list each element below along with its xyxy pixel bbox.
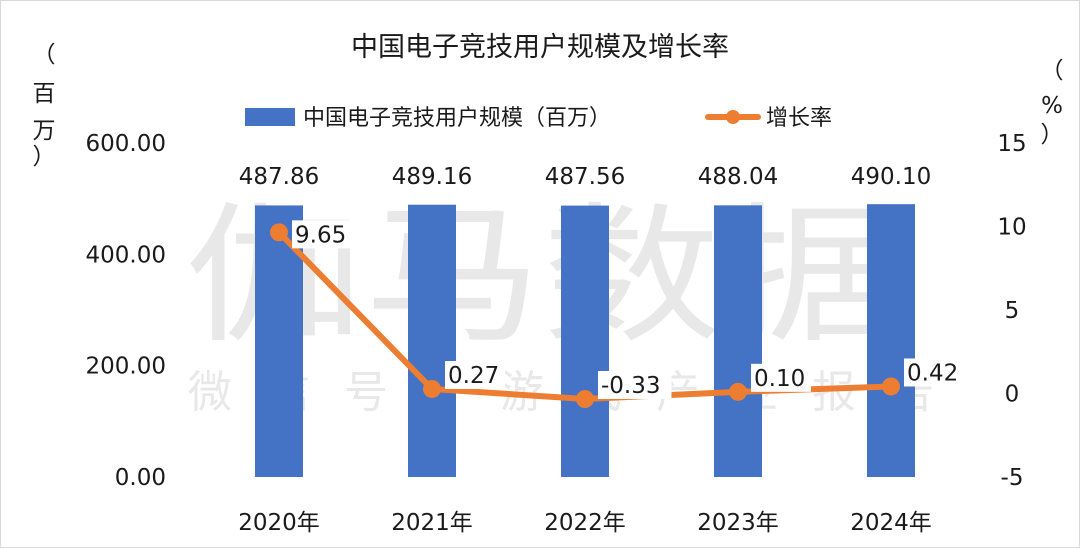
bar-value-label: 490.10 xyxy=(851,164,931,190)
legend-swatch-marker xyxy=(726,110,740,124)
growth-value-label: -0.33 xyxy=(601,373,661,399)
x-axis-tick-label: 2024年 xyxy=(850,510,932,536)
left-axis-tick-label: 400.00 xyxy=(86,242,166,268)
x-axis-tick-label: 2022年 xyxy=(544,510,626,536)
right-axis-unit-char: （ xyxy=(1041,58,1064,84)
right-axis-tick-label: 15 xyxy=(997,131,1026,157)
right-axis-tick-label: -5 xyxy=(1001,465,1024,491)
growth-value-label: 0.42 xyxy=(907,360,958,386)
left-axis-tick-label: 600.00 xyxy=(86,131,166,157)
left-axis: 0.00 200.00 400.00 600.00 xyxy=(86,131,166,491)
bar-value-label: 487.56 xyxy=(545,164,625,190)
left-axis-tick-label: 200.00 xyxy=(86,354,166,380)
bar-labels: 487.86 489.16 487.56 488.04 490.10 xyxy=(239,164,931,190)
right-axis: -5 0 5 10 15 xyxy=(997,131,1026,491)
bar xyxy=(714,205,762,477)
bar-value-label: 488.04 xyxy=(698,164,778,190)
bar xyxy=(561,205,609,477)
left-axis-unit-char: （ xyxy=(33,42,56,68)
line-label-background xyxy=(751,363,811,392)
bar xyxy=(408,204,456,477)
right-axis-tick-label: 5 xyxy=(1005,298,1020,324)
bar xyxy=(867,204,915,477)
x-axis-tick-label: 2020年 xyxy=(238,510,320,536)
bar-value-label: 489.16 xyxy=(392,164,472,190)
left-axis-unit-char: 万 xyxy=(33,118,56,144)
line-label-background xyxy=(904,358,964,387)
legend-label-bar: 中国电子竞技用户规模（百万） xyxy=(303,106,611,131)
line-label-background xyxy=(445,360,505,389)
legend-label-line: 增长率 xyxy=(766,106,832,131)
watermark-main: 伽马数据 xyxy=(185,190,900,364)
growth-point xyxy=(576,390,594,409)
left-axis-unit-char: 百 xyxy=(33,81,56,107)
growth-point xyxy=(729,382,747,401)
right-axis-unit: （ % ） xyxy=(1041,58,1064,148)
bar-value-label: 487.86 xyxy=(239,164,319,190)
growth-point xyxy=(270,223,288,242)
legend-swatch-bar xyxy=(245,108,295,126)
x-axis: 2020年 2021年 2022年 2023年 2024年 xyxy=(238,510,932,536)
line-label-background xyxy=(292,220,352,249)
right-axis-unit-char: % xyxy=(1041,93,1063,119)
right-axis-tick-label: 0 xyxy=(1005,382,1020,408)
legend: 中国电子竞技用户规模（百万） 增长率 xyxy=(245,106,832,131)
right-axis-unit-char: ） xyxy=(1041,122,1064,148)
growth-value-label: 0.10 xyxy=(754,366,805,392)
growth-point xyxy=(423,379,441,398)
growth-value-label: 0.27 xyxy=(448,363,499,389)
left-axis-tick-label: 0.00 xyxy=(115,465,166,491)
growth-point xyxy=(882,377,900,396)
line-labels: 9.65 0.27 -0.33 0.10 0.42 xyxy=(292,220,964,400)
x-axis-tick-label: 2021年 xyxy=(391,510,473,536)
bar-series xyxy=(255,204,915,477)
line-label-background xyxy=(598,371,672,400)
chart-title: 中国电子竞技用户规模及增长率 xyxy=(351,32,729,63)
x-axis-tick-label: 2023年 xyxy=(697,510,779,536)
left-axis-unit-char: ） xyxy=(33,144,56,170)
growth-value-label: 9.65 xyxy=(295,222,346,248)
right-axis-tick-label: 10 xyxy=(997,215,1026,241)
left-axis-unit: （ 百 万 ） xyxy=(33,42,56,170)
